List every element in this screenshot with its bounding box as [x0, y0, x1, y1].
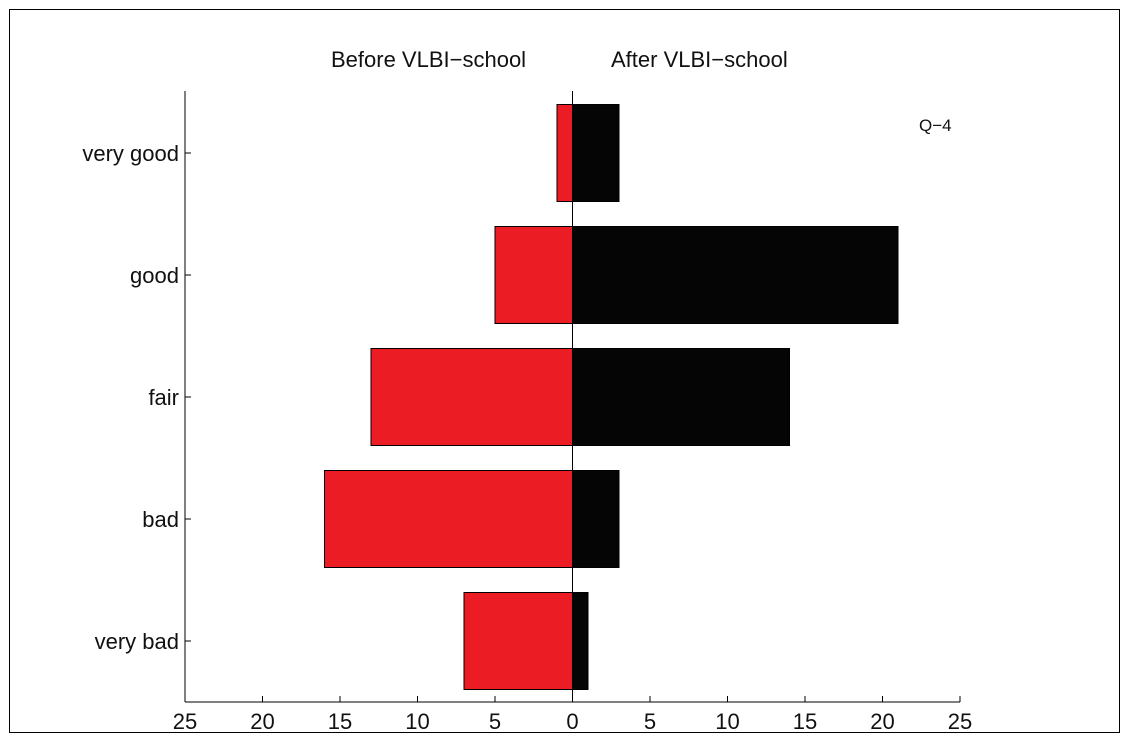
x-tick-label: 10: [405, 709, 429, 734]
bar-left-fair: [370, 348, 573, 446]
bar-right-bad: [572, 470, 620, 568]
bar-right-very-bad: [572, 592, 589, 690]
x-tick-label: 5: [489, 709, 501, 734]
category-label-very-bad: very bad: [95, 629, 179, 654]
bar-right-good: [572, 226, 899, 324]
bar-left-bad: [324, 470, 573, 568]
ticks-layer: 25 20 15 10 5 0 5 10 15 20 25 very good good fair bad v…: [82, 141, 972, 734]
bar-right-fair: [572, 348, 790, 446]
category-label-fair: fair: [148, 385, 179, 410]
x-tick-label: 20: [250, 709, 274, 734]
x-tick-label: 25: [948, 709, 972, 734]
x-tick-label: 20: [870, 709, 894, 734]
header-before: Before VLBI−school: [331, 47, 527, 72]
x-tick-label: 25: [173, 709, 197, 734]
x-tick-label: 10: [715, 709, 739, 734]
x-tick-label: 0: [566, 709, 578, 734]
category-label-bad: bad: [142, 507, 179, 532]
bar-right-very-good: [572, 104, 620, 202]
axes-layer: [184, 91, 960, 703]
bar-left-very-bad: [463, 592, 573, 690]
bar-left-very-good: [556, 104, 573, 202]
bar-left-good: [494, 226, 573, 324]
x-tick-label: 15: [793, 709, 817, 734]
panel-label: Q−4: [919, 116, 952, 135]
bars-layer: [324, 104, 899, 690]
header-after: After VLBI−school: [611, 47, 788, 72]
x-tick-label: 15: [328, 709, 352, 734]
category-label-very-good: very good: [82, 141, 179, 166]
category-label-good: good: [130, 263, 179, 288]
x-tick-label: 5: [644, 709, 656, 734]
